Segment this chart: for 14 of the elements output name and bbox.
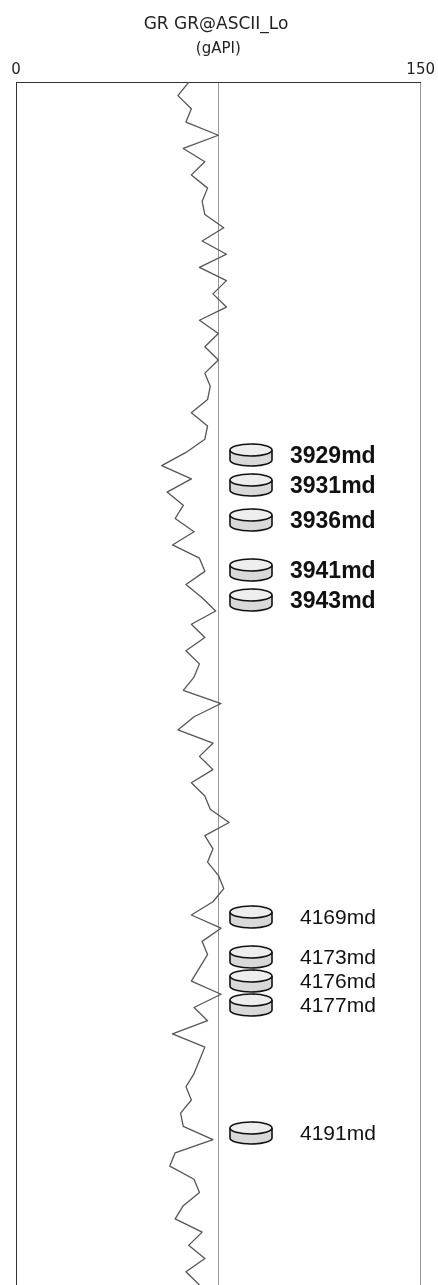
annotation: 4191md: [300, 1120, 376, 1146]
chart-title: GR GR@ASCII_Lo: [143, 12, 289, 34]
annotation: 3941md: [290, 557, 376, 583]
annotation: 4177md: [300, 992, 376, 1018]
x-axis-title: (gAPI): [195, 39, 241, 58]
annotation: 3929md: [290, 442, 376, 468]
x-tick-label: 150: [406, 60, 436, 79]
annotation: 3936md: [290, 507, 376, 533]
annotation: 3931md: [290, 472, 376, 498]
annotation: 3943md: [290, 587, 376, 613]
annotation: 4176md: [300, 968, 376, 994]
annotation: 4173md: [300, 944, 376, 970]
annotation: 4169md: [300, 904, 376, 930]
x-tick-label: 0: [11, 60, 21, 79]
